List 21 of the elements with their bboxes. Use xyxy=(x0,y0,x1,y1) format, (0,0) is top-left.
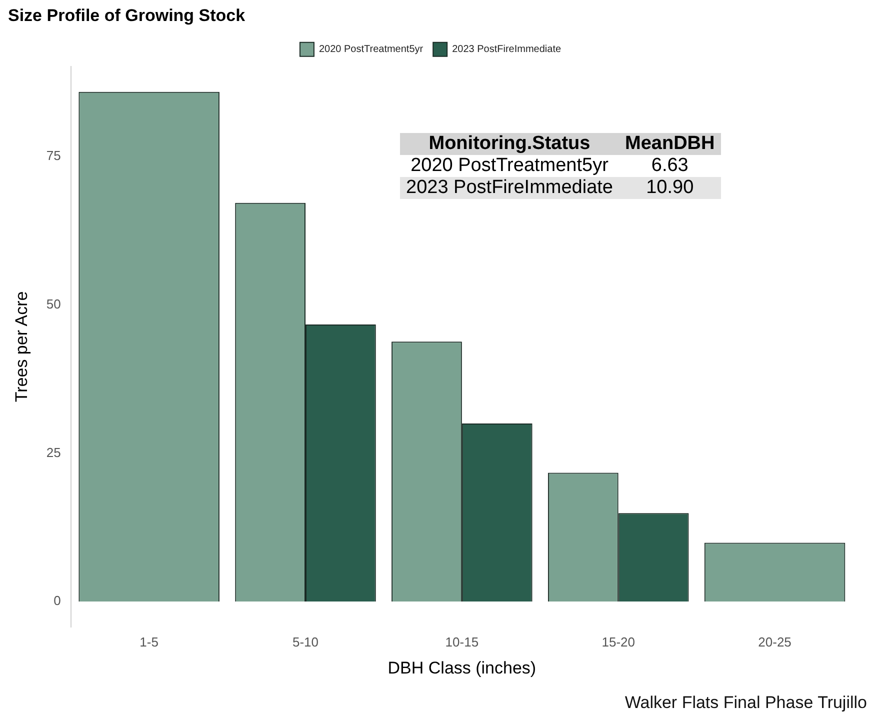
x-tick-label: 5-10 xyxy=(292,634,319,650)
chart-title: Size Profile of Growing Stock xyxy=(8,6,246,25)
legend-label: 2023 PostFireImmediate xyxy=(452,44,562,56)
annotation: 2020 PostTreatment5yr xyxy=(410,155,610,177)
annotation: 10.90 xyxy=(619,177,721,199)
y-tick-label: 50 xyxy=(46,296,61,312)
annotation: MeanDBH xyxy=(619,133,721,155)
y-tick-label: 25 xyxy=(46,444,61,460)
legend-label: 2020 PostTreatment5yr xyxy=(318,44,424,56)
x-tick-label: 10-15 xyxy=(445,634,479,650)
annotation: 2023 PostFireImmediate xyxy=(400,177,619,199)
y-tick-label: 75 xyxy=(46,148,61,164)
text: Walker Flats Final Phase Trujillo xyxy=(624,693,867,713)
annotation: 6.63 xyxy=(650,155,690,177)
x-tick-label: 1-5 xyxy=(140,634,158,650)
x-tick-label: 20-25 xyxy=(758,634,792,650)
x-tick-label: 15-20 xyxy=(602,634,635,650)
x-axis-title: DBH Class (inches) xyxy=(388,658,536,678)
y-tick-label: 0 xyxy=(54,593,61,608)
y-axis-title: Trees per Acre xyxy=(12,291,31,402)
annotation: Monitoring.Status xyxy=(400,133,619,155)
